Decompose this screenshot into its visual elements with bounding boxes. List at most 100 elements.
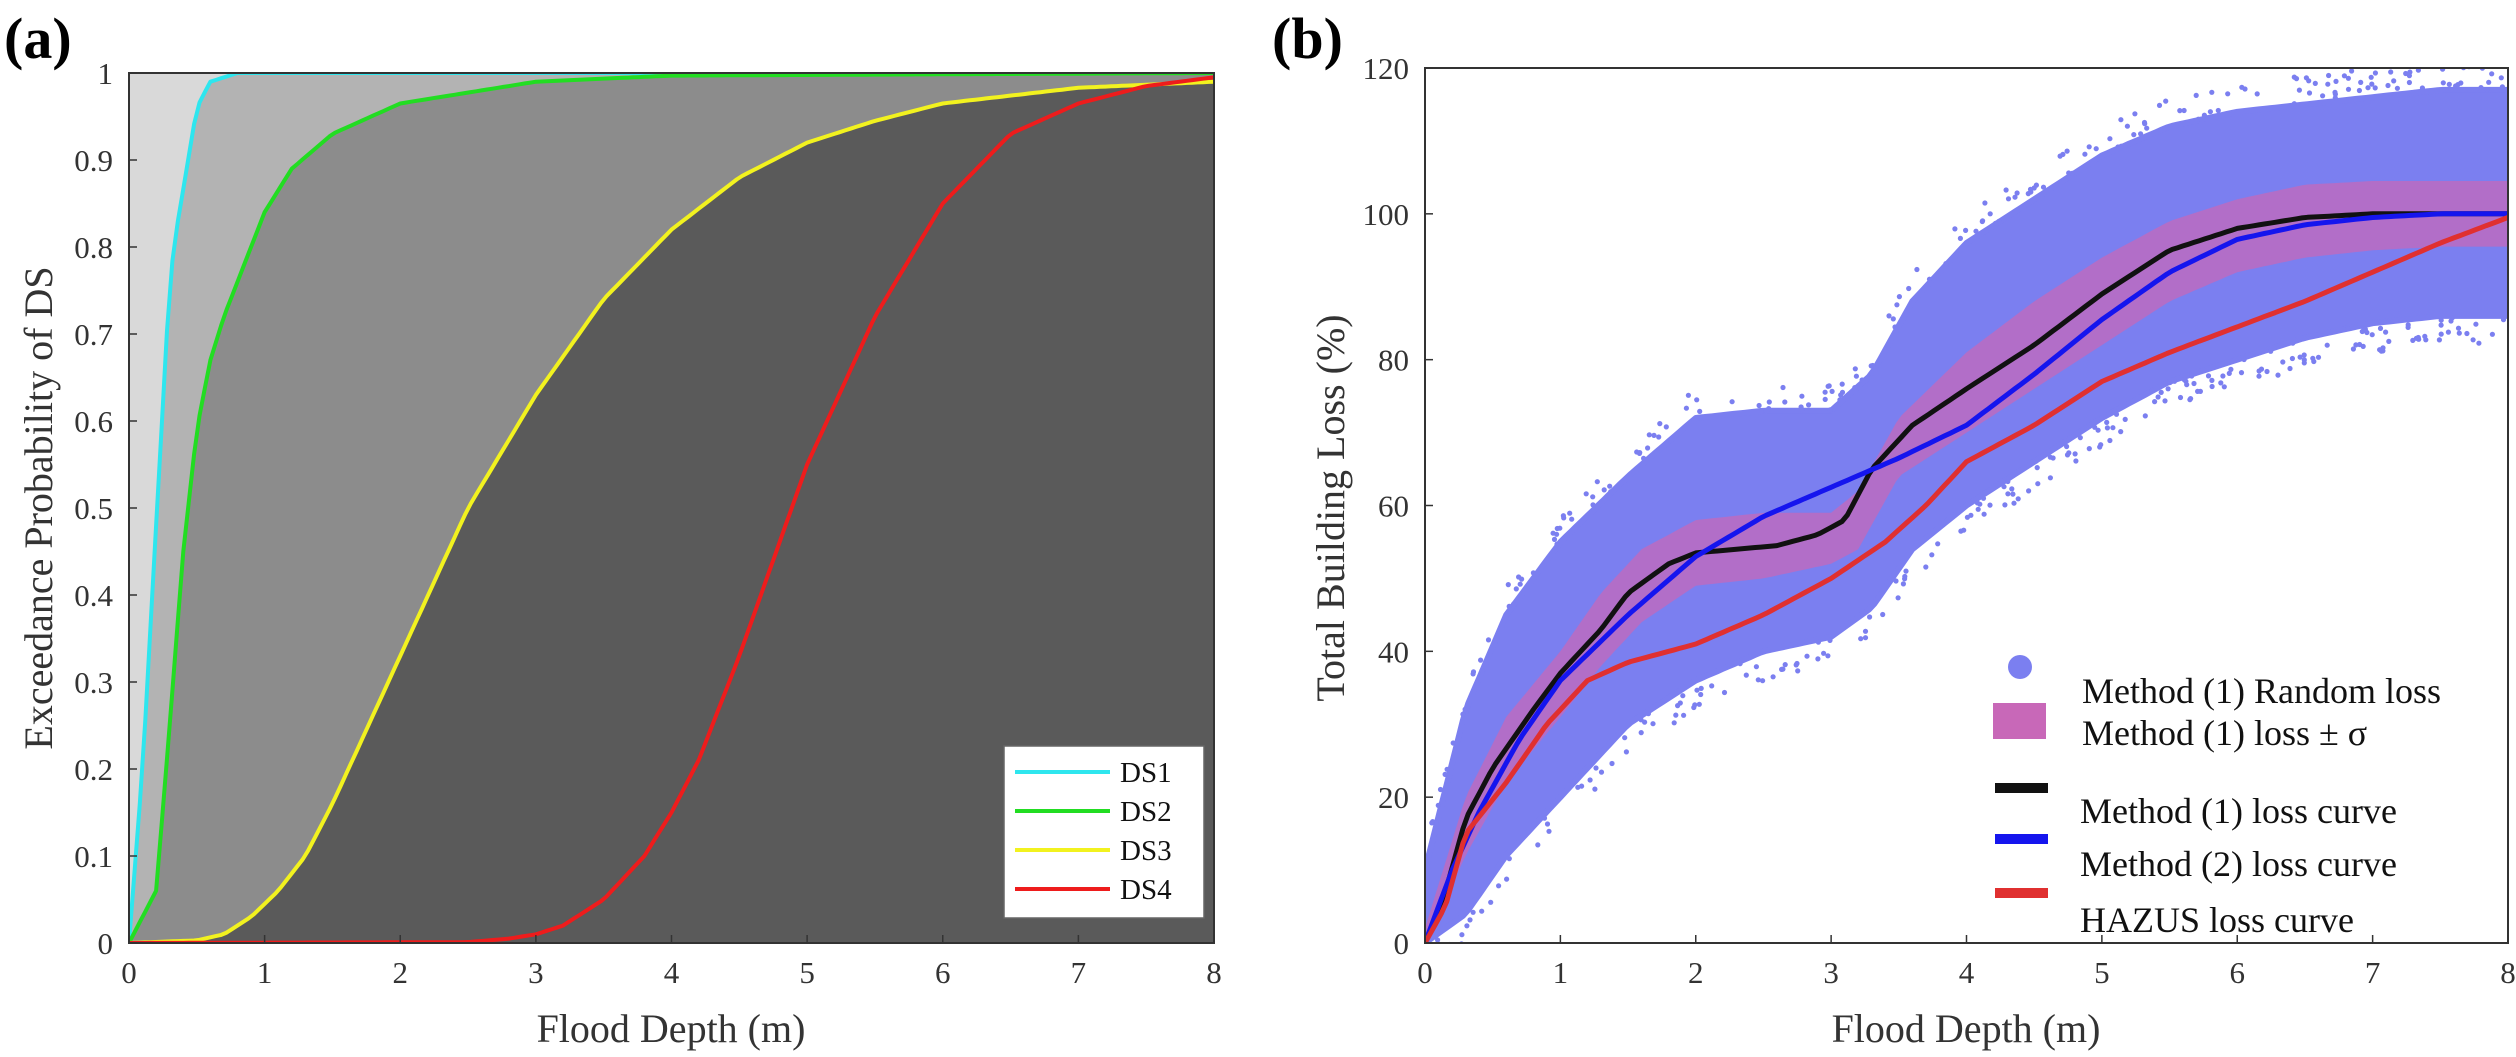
scatter-point (2353, 342, 2359, 348)
scatter-point (2104, 425, 2110, 431)
scatter-point (1694, 397, 1700, 403)
y-tick-label-a: 0.6 (74, 404, 113, 439)
scatter-point (1485, 637, 1492, 643)
scatter-point (1680, 693, 1686, 699)
scatter-point (1794, 660, 1800, 667)
scatter-point (2107, 437, 2113, 444)
scatter-point (2415, 334, 2421, 341)
scatter-point (1435, 802, 1441, 809)
legend-swatch-sigma (1993, 703, 2046, 739)
scatter-point (2388, 69, 2394, 75)
scatter-point (2064, 443, 2070, 450)
scatter-point (1462, 706, 1468, 713)
scatter-point (2289, 355, 2295, 362)
scatter-point (2092, 424, 2098, 430)
y-tick-label-b: 120 (1363, 51, 1410, 86)
panel-label-b: (b) (1272, 6, 1343, 71)
scatter-point (2372, 85, 2378, 91)
scatter-point (1657, 421, 1663, 427)
scatter-point (1548, 804, 1555, 810)
scatter-point (1815, 639, 1821, 645)
scatter-point (1743, 672, 1749, 678)
scatter-point (2122, 416, 2128, 422)
scatter-point (2193, 92, 2199, 98)
scatter-point (2189, 372, 2195, 378)
scatter-point (1505, 582, 1511, 588)
scatter-point (1642, 719, 1648, 725)
scatter-point (1641, 455, 1647, 461)
scatter-point (1470, 669, 1477, 675)
scatter-point (1560, 513, 1566, 519)
scatter-point (2410, 337, 2416, 343)
y-tick-label-a: 0.4 (74, 578, 113, 613)
scatter-point (1551, 536, 1558, 543)
scatter-point (1650, 721, 1656, 727)
scatter-point (2005, 478, 2011, 485)
scatter-point (1821, 650, 1827, 656)
scatter-point (2142, 413, 2148, 419)
x-tick-label-a: 4 (664, 955, 680, 990)
scatter-point (2167, 379, 2173, 386)
scatter-point (2453, 83, 2459, 89)
scatter-point (1569, 516, 1575, 522)
legend-b: Method (1) Random loss Method (1) loss ±… (1993, 655, 2441, 940)
scatter-point (2476, 340, 2482, 346)
scatter-point (1929, 552, 1935, 558)
x-tick-label-b: 5 (2094, 955, 2110, 990)
scatter-point (1478, 657, 1484, 663)
scatter-point (1815, 656, 1821, 662)
scatter-point (2394, 85, 2400, 91)
series-line-method2-loss-curve (1425, 211, 2508, 943)
scatter-point (1826, 383, 1832, 389)
legend-a: DS1 DS2 DS3 DS4 (1003, 745, 1205, 919)
scatter-point (1567, 510, 1573, 516)
scatter-point (1837, 397, 1843, 403)
x-tick-label-b: 8 (2500, 955, 2516, 990)
scatter-point (2280, 359, 2286, 365)
y-tick-label-a: 1 (98, 56, 114, 91)
scatter-point (1646, 432, 1652, 438)
scatter-point (1862, 635, 1869, 641)
scatter-point (1977, 501, 1983, 507)
series-line-hazus-loss-curve (1425, 215, 2508, 943)
scatter-point (2082, 151, 2088, 157)
scatter-point (2386, 338, 2392, 344)
scatter-point (1799, 393, 1805, 399)
scatter-point (2005, 196, 2012, 202)
scatter-point (1539, 563, 1545, 569)
scatter-point (2360, 343, 2366, 349)
scatter-point (2149, 388, 2155, 394)
scatter-point (1766, 406, 1772, 412)
legend-label-ds2: DS2 (1120, 796, 1172, 828)
scatter-point (1554, 541, 1560, 547)
scatter-point (2113, 411, 2120, 417)
scatter-point (1896, 294, 1902, 300)
scatter-point (1607, 483, 1613, 489)
scatter-point (2057, 153, 2063, 159)
scatter-point (2152, 399, 2158, 405)
scatter-point (1645, 711, 1651, 717)
scatter-point (2385, 318, 2392, 325)
scatter-point (2132, 111, 2138, 117)
scatter-point (2486, 79, 2492, 85)
scatter-point (1923, 564, 1929, 570)
legend-label-hazus-curve: HAZUS loss curve (2080, 900, 2354, 940)
scatter-point (1862, 628, 1869, 634)
scatter-point (1681, 712, 1687, 718)
scatter-point (2034, 465, 2040, 471)
scatter-point (2290, 340, 2296, 346)
y-tick-label-b: 100 (1363, 197, 1410, 232)
scatter-point (2181, 377, 2187, 383)
scatter-point (2464, 330, 2470, 337)
scatter-point (1511, 601, 1517, 607)
scatter-point (1479, 667, 1485, 674)
series-line-ds3 (129, 79, 1214, 943)
scatter-point (2162, 398, 2168, 404)
series-line-method1-loss-curve (1425, 211, 2508, 943)
scatter-point (2406, 79, 2412, 86)
scatter-point (2009, 486, 2015, 492)
scatter-point (2165, 386, 2171, 392)
scatter-point (2110, 425, 2116, 431)
scatter-point (1698, 691, 1704, 698)
scatter-point (1677, 700, 1683, 706)
